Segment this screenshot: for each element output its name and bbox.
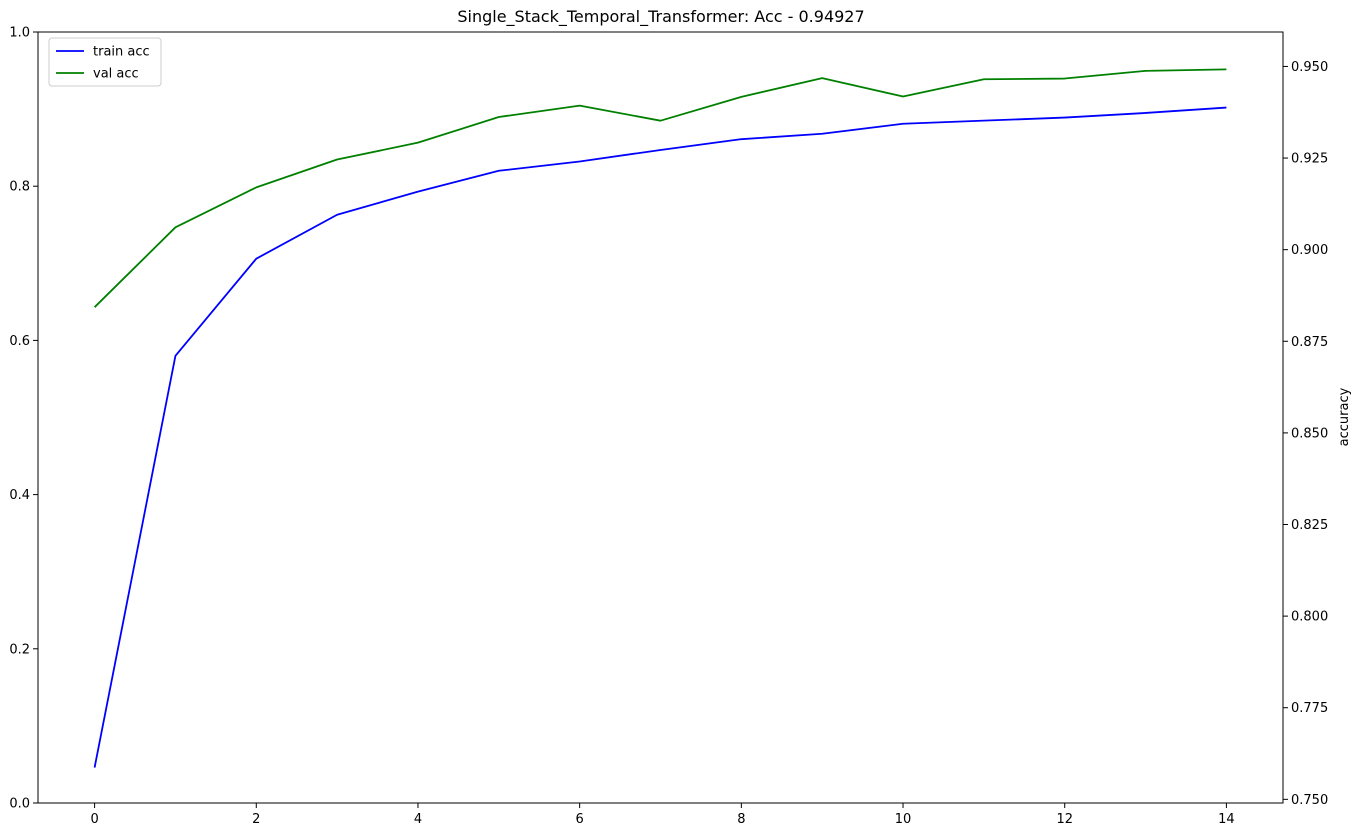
y-left-tick-label: 1.0 <box>9 26 30 41</box>
y-right-tick-label: 0.950 <box>1291 60 1328 75</box>
y-axis-left: 0.0 0.2 0.4 0.6 0.8 1.0 <box>9 26 38 812</box>
y-axis-right-label: accuracy <box>1337 387 1352 446</box>
series-line-val-acc <box>93 68 1227 308</box>
x-tick-label: 12 <box>1056 812 1073 827</box>
plot-area <box>37 31 1284 804</box>
x-tick-label: 6 <box>576 812 584 827</box>
x-tick-label: 2 <box>252 812 260 827</box>
y-right-tick-label: 0.775 <box>1291 701 1328 716</box>
y-right-tick-label: 0.850 <box>1291 426 1328 441</box>
y-right-tick-label: 0.875 <box>1291 335 1328 350</box>
y-left-tick-label: 0.0 <box>9 797 30 812</box>
y-right-tick-label: 0.800 <box>1291 610 1328 625</box>
y-right-tick-label: 0.750 <box>1291 793 1328 808</box>
y-left-tick-label: 0.2 <box>9 642 30 657</box>
y-left-tick-label: 0.8 <box>9 180 30 195</box>
x-tick-label: 10 <box>895 812 912 827</box>
series-line-train-acc <box>93 106 1227 768</box>
x-axis: 0 2 4 6 8 10 12 14 <box>90 803 1235 827</box>
legend-frame <box>48 37 162 87</box>
y-left-tick-label: 0.6 <box>9 334 30 349</box>
y-right-tick-label: 0.925 <box>1291 152 1328 167</box>
x-tick-label: 8 <box>737 812 745 827</box>
plot-frame <box>37 31 1284 804</box>
legend-label: train acc <box>93 45 150 60</box>
x-tick-label: 4 <box>414 812 422 827</box>
chart-title: Single_Stack_Temporal_Transformer: Acc -… <box>457 7 864 27</box>
y-right-tick-label: 0.900 <box>1291 243 1328 258</box>
y-axis-right: 0.750 0.775 0.800 0.825 0.850 0.875 0.900 0.925… <box>1283 60 1328 808</box>
legend: train acc val acc <box>48 37 162 87</box>
x-tick-label: 14 <box>1218 812 1235 827</box>
legend-label: val acc <box>93 67 139 82</box>
series-lines <box>93 68 1227 768</box>
y-left-tick-label: 0.4 <box>9 488 30 503</box>
x-tick-label: 0 <box>90 812 98 827</box>
y-right-tick-label: 0.825 <box>1291 518 1328 533</box>
